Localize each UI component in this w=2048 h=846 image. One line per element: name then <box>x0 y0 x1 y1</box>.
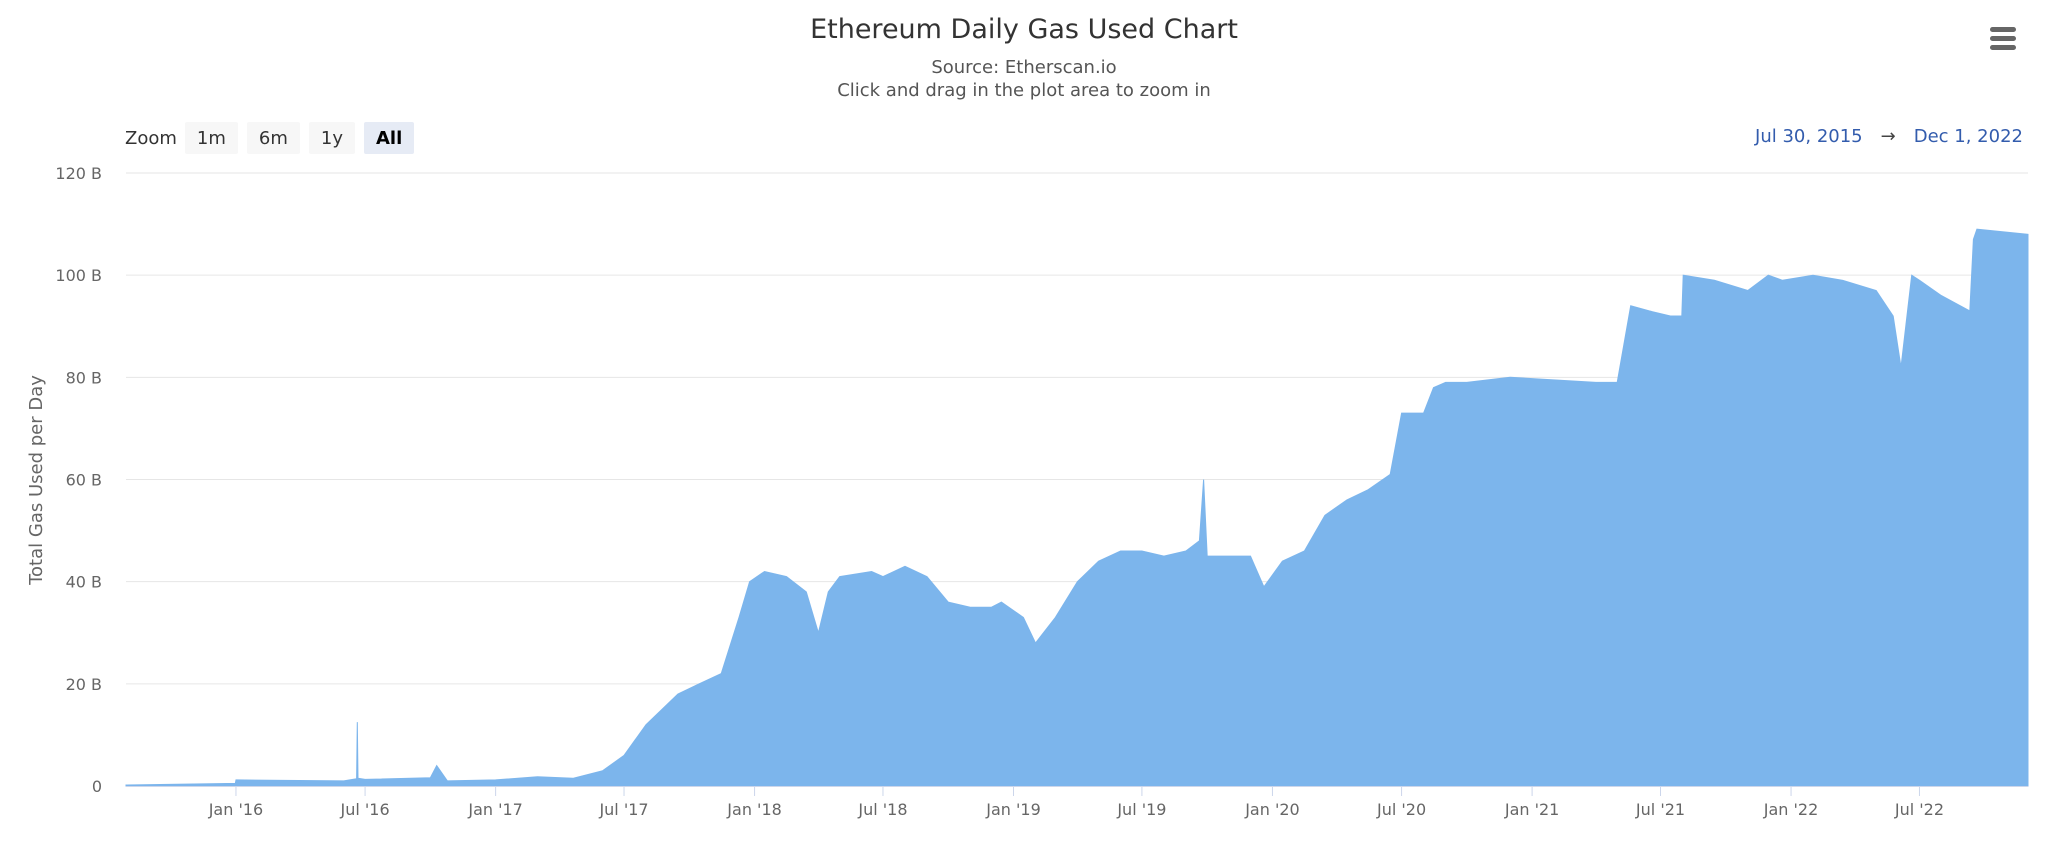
y-axis-label: Total Gas Used per Day <box>26 375 47 586</box>
y-tick-label: 60 B <box>66 471 102 490</box>
zoom-instructions: Click and drag in the plot area to zoom … <box>837 80 1211 101</box>
x-tick-label: Jul '20 <box>1376 800 1426 819</box>
x-tick-label: Jul '18 <box>857 800 907 819</box>
series-area <box>125 228 2029 787</box>
zoom-label: Zoom <box>125 127 177 149</box>
x-axis-ticks: Jan '16 Jul '16 Jan '17 Jul '17 Jan '18 Jul '… <box>208 786 1944 819</box>
x-tick-label: Jul '22 <box>1894 800 1944 819</box>
zoom-1m-button[interactable]: 1m <box>184 122 238 154</box>
hamburger-menu-icon[interactable] <box>1985 24 2023 56</box>
y-axis-ticks: 0 20 B 40 B 60 B 80 B 100 B 120 B <box>55 164 102 796</box>
chart-subtitle: Source: Etherscan.io <box>931 57 1117 78</box>
date-range-display: Jul 30, 2015 → Dec 1, 2022 <box>1755 126 2023 147</box>
x-tick-label: Jul '21 <box>1635 800 1685 819</box>
x-tick-label: Jan '20 <box>1244 800 1300 819</box>
y-tick-label: 0 <box>92 777 102 796</box>
x-tick-label: Jul '19 <box>1116 800 1166 819</box>
x-tick-label: Jan '18 <box>726 800 782 819</box>
data-area <box>125 228 2029 787</box>
x-tick-label: Jan '21 <box>1504 800 1560 819</box>
range-to-date[interactable]: Dec 1, 2022 <box>1913 126 2023 147</box>
y-tick-label: 40 B <box>66 573 102 592</box>
y-tick-label: 20 B <box>66 675 102 694</box>
x-tick-label: Jan '17 <box>467 800 523 819</box>
zoom-1y-button[interactable]: 1y <box>308 122 355 154</box>
y-tick-label: 120 B <box>55 164 102 183</box>
zoom-6m-button[interactable]: 6m <box>246 122 300 154</box>
x-tick-label: Jan '22 <box>1763 800 1819 819</box>
x-tick-label: Jul '17 <box>598 800 648 819</box>
x-tick-label: Jul '16 <box>340 800 390 819</box>
y-tick-label: 100 B <box>55 266 102 285</box>
x-tick-label: Jan '19 <box>985 800 1041 819</box>
chart-title: Ethereum Daily Gas Used Chart <box>810 14 1238 45</box>
range-arrow: → <box>1880 126 1896 147</box>
x-tick-label: Jan '16 <box>208 800 264 819</box>
zoom-all-button[interactable]: All <box>364 122 415 154</box>
y-tick-label: 80 B <box>66 368 102 387</box>
zoom-controls: Zoom 1m 6m 1y All <box>125 121 423 155</box>
range-from-date[interactable]: Jul 30, 2015 <box>1755 126 1863 147</box>
